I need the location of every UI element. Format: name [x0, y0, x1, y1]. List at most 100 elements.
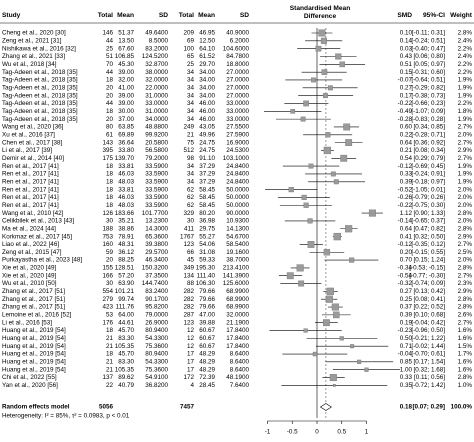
cell-total-e: 53 — [106, 312, 114, 319]
cell-weight: 2.8% — [458, 210, 473, 217]
overall-diamond — [319, 403, 332, 411]
cell-study: Xu et al., 2016 [37] — [2, 131, 55, 138]
cell-total-c: 66 — [187, 249, 195, 256]
cell-smd: 0.37 — [400, 304, 413, 311]
cell-study: Wang et al., 2020 [36] — [2, 124, 64, 131]
cell-sd-e: 83.2000 — [145, 45, 168, 52]
study-box — [308, 163, 314, 169]
cell-weight: 1.6% — [458, 327, 473, 334]
header-plot-2: Difference — [304, 13, 337, 20]
cell-total-c: 34 — [187, 171, 195, 178]
cell-study: Li et al., 2017 [39] — [2, 147, 52, 154]
cell-ci: [0.32; 1.68] — [413, 366, 445, 373]
cell-ci: [0.22; 0.52] — [413, 304, 445, 311]
cell-smd: 1.12 — [400, 210, 413, 217]
cell-study: Xie et al., 2020 [49] — [2, 272, 57, 279]
cell-mean-e: 88.25 — [118, 257, 134, 264]
cell-weight: 2.9% — [458, 288, 473, 295]
cell-total-c: 123 — [183, 319, 194, 326]
cell-sd-e: 83.2400 — [145, 288, 168, 295]
overall-label: Random effects model — [2, 404, 70, 411]
cell-smd: 0.85 — [400, 359, 413, 366]
cell-sd-e: 79.2000 — [145, 155, 168, 162]
cell-total-e: 20 — [106, 257, 114, 264]
cell-mean-c: 54.06 — [199, 241, 215, 248]
cell-mean-e: 99.74 — [118, 296, 134, 303]
cell-study: Tag-Adeen et al., 2018 [35] — [2, 116, 78, 123]
cell-total-c: 34 — [187, 77, 195, 84]
cell-sd-c: 17.8400 — [226, 343, 249, 350]
cell-mean-e: 105.35 — [115, 343, 135, 350]
cell-total-c: 512 — [183, 147, 194, 154]
cell-total-c: 282 — [183, 296, 194, 303]
cell-sd-e: 20.5800 — [145, 139, 168, 146]
cell-study: Ren et al., 2017 [41] — [2, 171, 59, 178]
cell-weight: 2.4% — [458, 53, 473, 60]
cell-total-e: 25 — [106, 45, 114, 52]
cell-total-c: 12 — [187, 327, 195, 334]
overall-ci: [0.07; 0.29] — [412, 404, 445, 411]
cell-study: Purkayastha et al., 2023 [48] — [2, 257, 82, 264]
cell-ci: [0.90; 1.33] — [413, 210, 445, 217]
cell-ci: [-0.64; 0.51] — [411, 77, 445, 84]
cell-study: Zhang et al., 2021 [33] — [2, 53, 65, 60]
cell-mean-c: 12.50 — [199, 38, 215, 45]
cell-sd-c: 68.9900 — [226, 304, 249, 311]
cell-mean-c: 72.39 — [199, 374, 215, 381]
cell-sd-c: 18.8000 — [226, 61, 249, 68]
cell-smd: -0.49 — [398, 108, 413, 115]
cell-mean-c: 46.00 — [199, 116, 215, 123]
cell-study: Wu et al., 2018 [34] — [2, 61, 57, 68]
cell-total-c: 25 — [187, 61, 195, 68]
cell-sd-c: 27.0000 — [226, 69, 249, 76]
cell-sd-c: 8.6400 — [230, 351, 250, 358]
cell-sd-e: 33.5900 — [145, 171, 168, 178]
cell-sd-c: 54.6700 — [226, 233, 249, 240]
cell-total-c: 172 — [183, 374, 194, 381]
cell-total-e: 395 — [102, 147, 113, 154]
cell-mean-e: 33.80 — [118, 147, 134, 154]
cell-smd: 0.27 — [400, 288, 413, 295]
cell-study: Li et al., 2016 [53] — [2, 319, 52, 326]
study-box — [333, 179, 339, 185]
study-box — [326, 287, 334, 296]
cell-sd-e: 31.0000 — [145, 92, 168, 99]
cell-ci: [-0.65; 0.37] — [411, 218, 445, 225]
cell-sd-c: 68.9900 — [226, 288, 249, 295]
cell-total-e: 21 — [106, 343, 114, 350]
cell-sd-e: 56.5800 — [145, 147, 168, 154]
cell-mean-c: 111.40 — [197, 272, 216, 279]
cell-sd-e: 144.7400 — [142, 280, 169, 287]
cell-total-c: 34 — [187, 69, 195, 76]
cell-weight: 2.0% — [458, 257, 473, 264]
cell-sd-c: 17.8400 — [226, 335, 249, 342]
cell-mean-e: 33.81 — [118, 186, 134, 193]
cell-total-c: 12 — [187, 335, 195, 342]
cell-ci: [-0.18; 0.97] — [411, 178, 445, 185]
cell-total-c: 12 — [187, 343, 195, 350]
cell-sd-e: 32.8700 — [145, 61, 168, 68]
cell-sd-e: 39.3800 — [145, 241, 168, 248]
header-mean-c: Mean — [198, 12, 215, 19]
cell-total-e: 70 — [106, 61, 114, 68]
cell-sd-c: 68.9900 — [226, 296, 249, 303]
cell-mean-c: 55.27 — [199, 233, 215, 240]
cell-smd: -0.34 — [398, 265, 413, 272]
cell-mean-c: 46.00 — [199, 100, 215, 107]
cell-mean-e: 111.76 — [116, 304, 135, 311]
cell-total-e: 18 — [106, 77, 114, 84]
cell-sd-e: 32.0000 — [145, 77, 168, 84]
cell-sd-e: 13.2300 — [145, 218, 168, 225]
cell-mean-e: 35.21 — [118, 218, 134, 225]
cell-smd: -0.54 — [398, 272, 413, 279]
study-box — [339, 336, 344, 341]
study-box — [321, 69, 328, 75]
cell-total-e: 20 — [106, 84, 114, 91]
cell-total-c: 17 — [187, 351, 195, 358]
cell-mean-e: 183.66 — [115, 210, 135, 217]
cell-sd-e: 65.3600 — [145, 233, 168, 240]
overall-smd: 0.18 — [400, 404, 413, 411]
cell-sd-e: 34.0000 — [145, 116, 168, 123]
cell-smd: 0.39 — [400, 312, 413, 319]
study-box — [311, 77, 316, 83]
